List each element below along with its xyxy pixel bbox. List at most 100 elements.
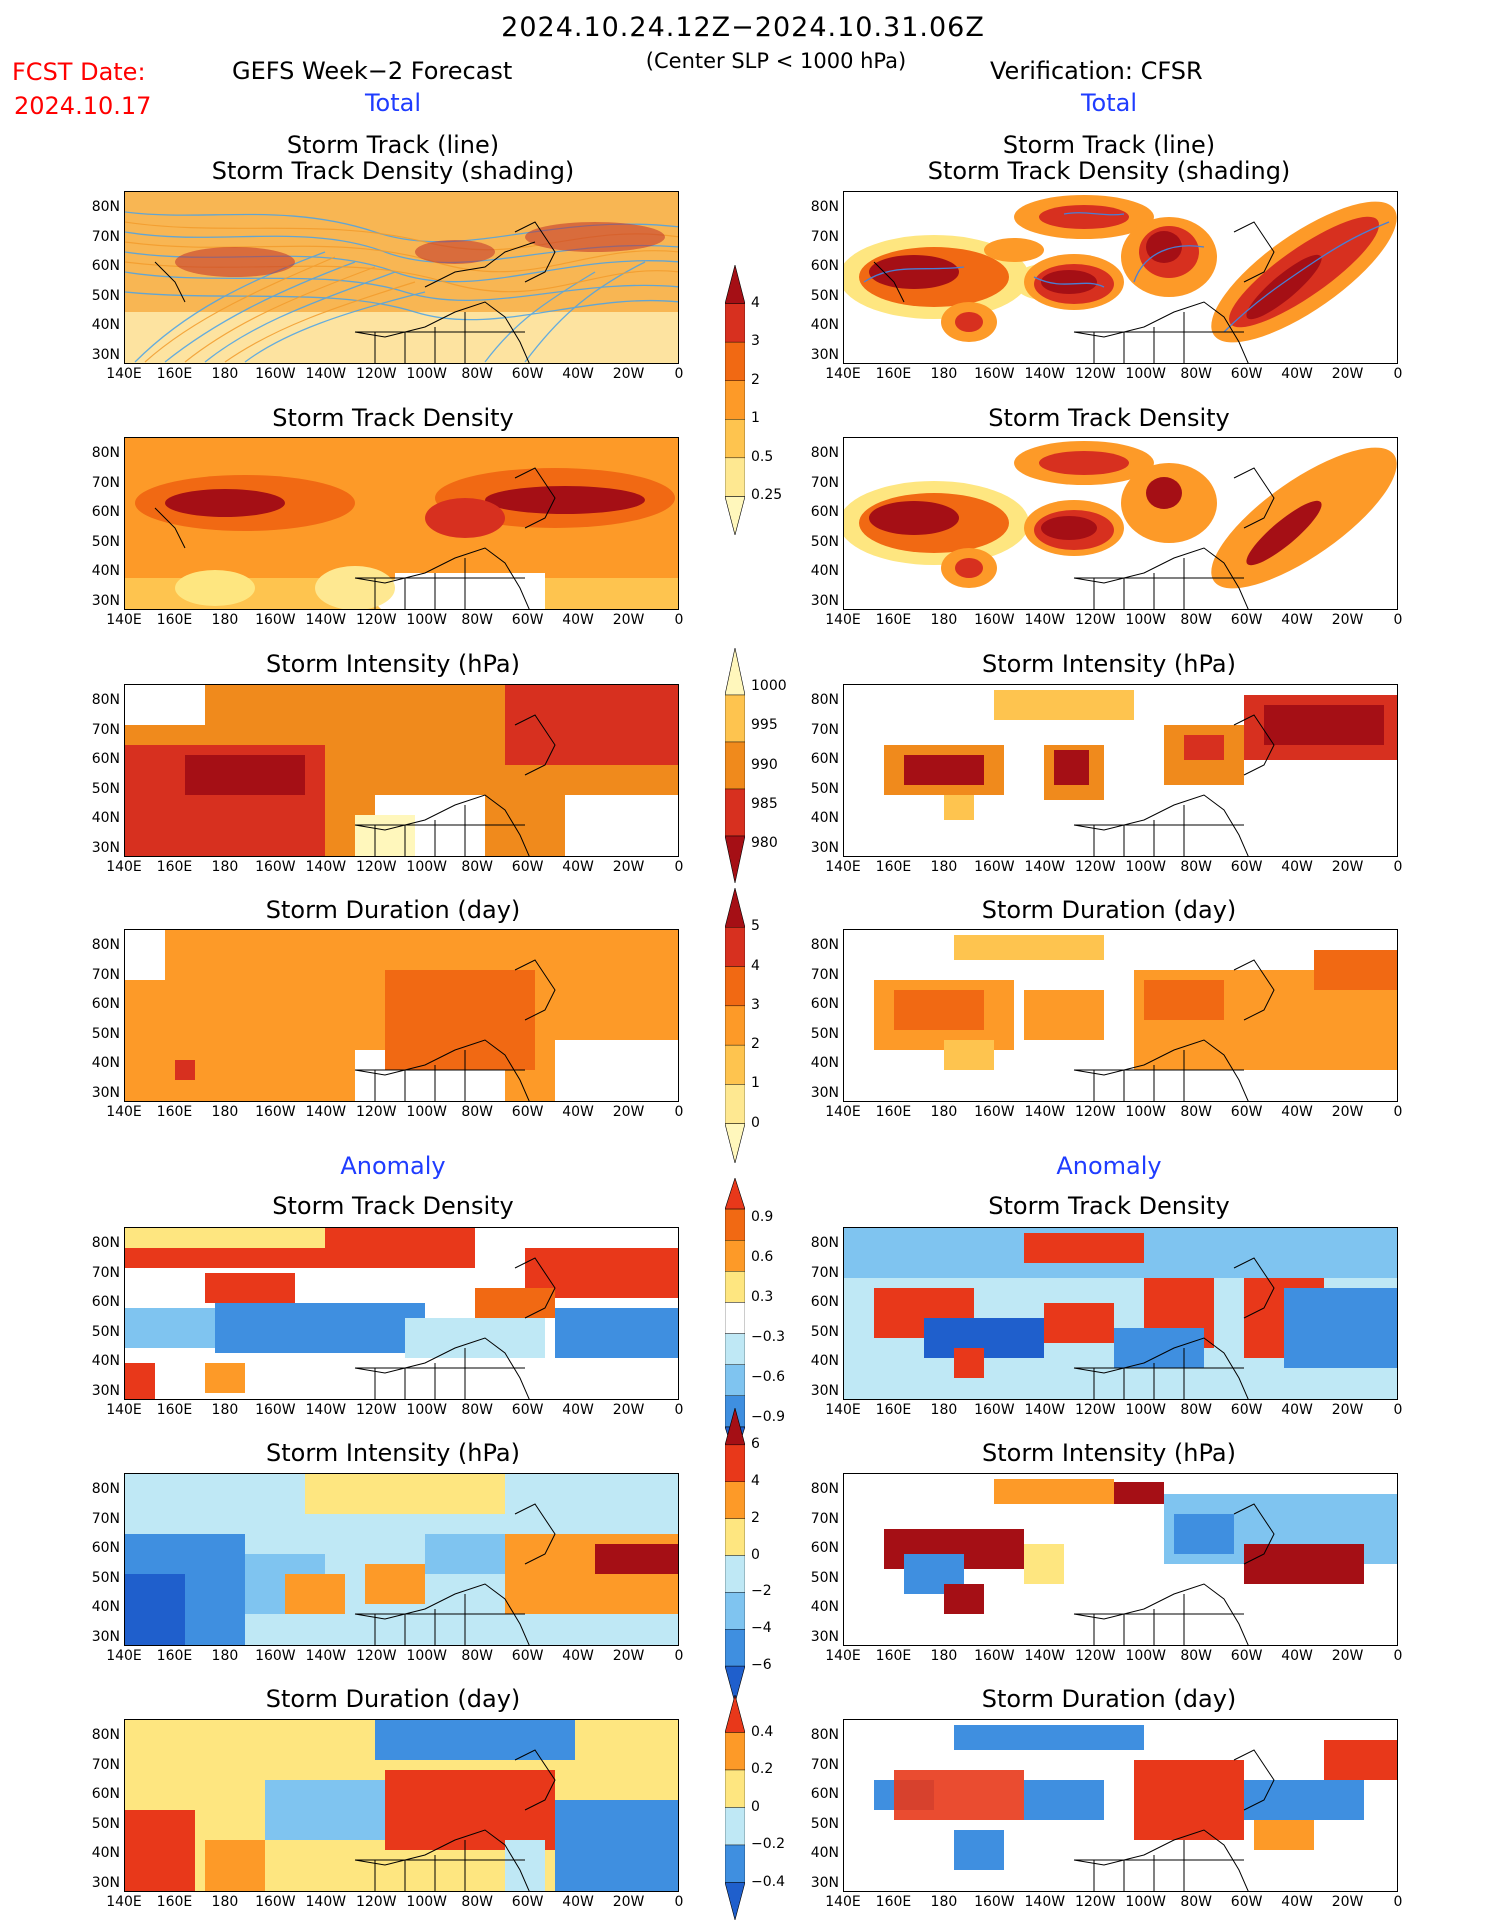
lat-tick-label: 80N (91, 937, 120, 953)
right-total-label: Total (1080, 89, 1138, 117)
map-forecast-anom-density (124, 1227, 679, 1400)
lon-tick-label: 60W (511, 1894, 544, 1910)
colorbar-tick-label: 4 (751, 294, 760, 311)
lon-tick-label: 140W (1024, 1402, 1066, 1418)
lon-tick-label: 140E (106, 859, 142, 875)
lon-tick-label: 180 (211, 1402, 239, 1418)
lat-tick-label: 70N (810, 1510, 839, 1527)
lon-tick-label: 20W (612, 366, 645, 382)
lon-tick-label: 80W (461, 859, 494, 875)
lon-tick-label: 40W (1281, 1648, 1313, 1664)
lon-tick-label: 80W (1180, 1402, 1213, 1418)
lat-tick-label: 40N (91, 317, 120, 333)
lon-tick-label: 60W (1230, 612, 1263, 628)
lon-tick-label: 0 (674, 859, 684, 875)
lon-tick-label: 180 (930, 1104, 958, 1120)
colorbar-tick-label: −0.6 (751, 1369, 785, 1385)
lon-tick-label: 180 (211, 1648, 239, 1664)
lon-tick-label: 20W (612, 1402, 645, 1418)
colorbar-tick-label: 3 (751, 996, 760, 1013)
lon-tick-label: 0 (1393, 612, 1403, 628)
lon-tick-label: 160E (156, 859, 193, 875)
lon-tick-label: 160W (255, 366, 296, 382)
lon-tick-label: 40W (562, 1104, 594, 1120)
lon-tick-label: 20W (612, 1894, 645, 1910)
lon-tick-label: 100W (406, 1402, 448, 1418)
lon-tick-label: 20W (1331, 1402, 1364, 1418)
colorbar-tick-label: −6 (751, 1657, 772, 1674)
lon-tick-label: 60W (511, 612, 544, 628)
lat-tick-label: 60N (91, 1294, 120, 1310)
lon-tick-label: 160W (974, 1402, 1015, 1418)
colorbar-tick-label: 2 (751, 371, 760, 388)
lon-tick-label: 140E (825, 612, 861, 628)
lon-tick-label: 120W (1074, 1648, 1116, 1664)
lat-tick-label: 80N (810, 692, 839, 708)
colorbar-tick-label: 995 (751, 717, 778, 734)
colorbar-tick-label: −0.9 (751, 1409, 785, 1425)
colorbar-total-density (724, 263, 746, 537)
colorbar-tick-label: 0.3 (751, 1289, 774, 1305)
lon-tick-label: 120W (355, 859, 397, 875)
lat-tick-label: 60N (91, 996, 120, 1012)
lon-tick-label: 80W (1180, 1648, 1213, 1664)
lon-tick-label: 160W (974, 366, 1015, 382)
lon-tick-label: 140E (825, 1104, 861, 1120)
lat-tick-label: 60N (810, 258, 839, 274)
lon-tick-label: 140W (1024, 859, 1066, 875)
lon-tick-label: 60W (1230, 1648, 1263, 1664)
lon-tick-label: 140W (1024, 612, 1066, 628)
lat-tick-label: 40N (810, 1055, 839, 1071)
lat-tick-label: 70N (810, 474, 839, 491)
lat-tick-label: 70N (810, 966, 839, 983)
lon-tick-label: 160E (156, 1402, 193, 1418)
lat-tick-label: 60N (91, 504, 120, 520)
map-verification-track (843, 191, 1398, 364)
lon-tick-label: 60W (1230, 366, 1263, 382)
panel-title-r1b: Storm Track Density (shading) (927, 157, 1291, 185)
lat-tick-label: 70N (91, 966, 120, 983)
colorbar-tick-label: 0.6 (751, 1249, 774, 1265)
lat-tick-label: 50N (91, 1815, 120, 1832)
colorbar-total-duration (724, 887, 746, 1164)
lon-tick-label: 140E (106, 1894, 142, 1910)
lon-tick-label: 20W (1331, 1104, 1364, 1120)
map-forecast-anom-duration (124, 1719, 679, 1892)
lon-tick-label: 60W (511, 859, 544, 875)
lat-tick-label: 30N (810, 839, 839, 856)
lat-tick-label: 80N (810, 1235, 839, 1251)
lon-tick-label: 140E (825, 366, 861, 382)
lat-tick-label: 40N (91, 1845, 120, 1861)
lon-tick-label: 140W (305, 1648, 347, 1664)
lon-tick-label: 60W (1230, 1104, 1263, 1120)
lon-tick-label: 40W (1281, 1894, 1313, 1910)
lon-tick-label: 160W (974, 612, 1015, 628)
map-forecast-anom-intensity (124, 1473, 679, 1646)
lat-tick-label: 30N (810, 346, 839, 363)
lon-tick-label: 40W (1281, 366, 1313, 382)
lon-tick-label: 100W (406, 1648, 448, 1664)
lon-tick-label: 120W (355, 1402, 397, 1418)
lat-tick-label: 50N (810, 1323, 839, 1340)
lon-tick-label: 120W (1074, 1894, 1116, 1910)
lon-tick-label: 0 (1393, 1648, 1403, 1664)
lon-tick-label: 160E (875, 366, 912, 382)
map-verification-density (843, 437, 1398, 610)
map-forecast-track (124, 191, 679, 364)
lat-tick-label: 50N (810, 780, 839, 797)
colorbar-tick-label: 4 (751, 1472, 760, 1489)
colorbar-tick-label: 0 (751, 1798, 760, 1815)
lat-tick-label: 70N (91, 1264, 120, 1281)
lon-tick-label: 160E (875, 1104, 912, 1120)
colorbar-anom-duration (724, 1693, 746, 1922)
lon-tick-label: 140E (106, 366, 142, 382)
lon-tick-label: 140E (106, 1104, 142, 1120)
lon-tick-label: 40W (1281, 1104, 1313, 1120)
lat-tick-label: 40N (91, 810, 120, 826)
lon-tick-label: 160E (156, 1894, 193, 1910)
colorbar-anom-density (724, 1177, 746, 1459)
lon-tick-label: 140W (305, 1104, 347, 1120)
lat-tick-label: 70N (810, 721, 839, 738)
colorbar-tick-label: 980 (751, 834, 778, 851)
lat-tick-label: 50N (91, 780, 120, 797)
